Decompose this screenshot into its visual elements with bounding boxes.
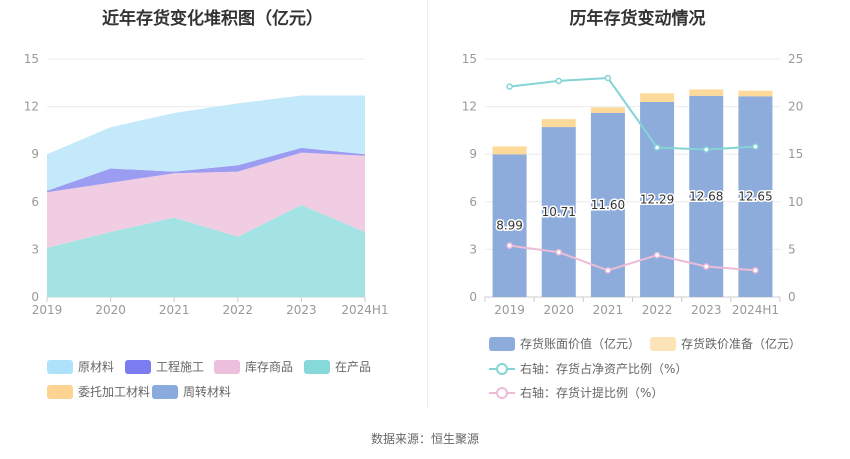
legend-swatch [47, 359, 73, 374]
right-y2-tick-label: 0 [788, 290, 796, 304]
legend-swatch [650, 336, 676, 351]
right-x-tick-label: 2023 [691, 303, 722, 317]
legend-label: 周转材料 [183, 385, 232, 399]
bar-impairment-provision [492, 146, 527, 155]
right-x-tick-label: 2019 [494, 303, 525, 317]
bar-value-label: 12.68 [689, 189, 723, 203]
legend-item-右轴：存货占净资产比例（%）[interactable]: 右轴：存货占净资产比例（%） [489, 360, 687, 377]
right-chart-title: 历年存货变动情况 [569, 9, 706, 29]
legend-item-在产品[interactable]: 在产品 [304, 358, 371, 375]
left-x-tick-label: 2023 [286, 303, 317, 317]
right-y-tick-label: 6 [469, 195, 477, 209]
left-x-tick-label: 2020 [95, 303, 126, 317]
bar-impairment-provision [640, 93, 675, 102]
area-series-库存商品 [47, 152, 365, 248]
legend-label: 库存商品 [245, 360, 294, 374]
right-y2-tick-label: 25 [788, 52, 803, 66]
legend-item-原材料[interactable]: 原材料 [47, 358, 114, 375]
legend-item-委托加工材料[interactable]: 委托加工材料 [47, 383, 150, 400]
bar-value-label: 12.29 [640, 192, 674, 206]
legend-item-存货账面价值（亿元）[interactable]: 存货账面价值（亿元） [489, 335, 640, 352]
legend-swatch [47, 384, 73, 399]
left-y-tick-label: 15 [24, 52, 39, 66]
area-series-原材料 [47, 95, 365, 191]
legend-label: 在产品 [335, 360, 372, 374]
bar-value-label: 10.71 [542, 205, 576, 219]
legend-item-存货跌价准备（亿元）[interactable]: 存货跌价准备（亿元） [650, 335, 801, 352]
bar-impairment-provision [590, 107, 625, 113]
legend-label: 右轴：存货占净资产比例（%） [520, 362, 688, 376]
line-point [653, 251, 661, 259]
legend-swatch [152, 384, 178, 399]
right-y2-tick-label: 15 [788, 147, 803, 161]
line-point [653, 144, 661, 151]
bar-value-label: 11.60 [591, 198, 625, 212]
left-y-tick-label: 0 [31, 290, 39, 304]
right-y-tick-label: 9 [469, 147, 477, 161]
line-point [506, 83, 513, 90]
left-x-tick-label: 2024H1 [341, 303, 388, 317]
data-source-note: 数据来源：恒生聚源 [370, 432, 479, 446]
legend-swatch [489, 336, 515, 351]
area-series-工程施工 [47, 147, 365, 193]
left-y-tick-label: 12 [24, 100, 39, 114]
line-point [555, 249, 562, 256]
left-x-tick-label: 2019 [32, 303, 63, 317]
legend-label: 右轴：存货计提比例（%） [520, 386, 664, 400]
right-x-tick-label: 2021 [593, 303, 624, 317]
bar-value-label: 12.65 [738, 190, 772, 204]
legend-item-库存商品[interactable]: 库存商品 [214, 358, 293, 375]
left-y-tick-label: 6 [31, 195, 39, 209]
right-y-tick-label: 15 [462, 52, 477, 66]
left-chart-title: 近年存货变化堆积图（亿元） [102, 9, 323, 29]
right-x-tick-label: 2024H1 [732, 303, 779, 317]
right-x-tick-label: 2020 [543, 303, 574, 317]
legend-item-右轴：存货计提比例（%）[interactable]: 右轴：存货计提比例（%） [489, 384, 663, 401]
legend-swatch [489, 362, 515, 376]
line-point [555, 77, 562, 85]
line-point [703, 263, 710, 270]
line-provision-ratio [509, 244, 756, 272]
right-y2-tick-label: 10 [788, 195, 803, 209]
left-y-tick-label: 9 [31, 147, 39, 161]
line-point [703, 146, 710, 153]
area-series-在产品 [47, 204, 365, 297]
left-x-tick-label: 2022 [223, 303, 254, 317]
legend-label: 工程施工 [156, 360, 205, 374]
bar-inventory-value [738, 96, 773, 297]
bar-inventory-value [640, 101, 675, 298]
right-y-tick-label: 12 [462, 100, 477, 114]
legend-label: 委托加工材料 [78, 385, 151, 399]
line-point [604, 267, 612, 274]
left-y-tick-label: 3 [31, 242, 39, 256]
line-point [506, 242, 513, 249]
bar-inventory-value [492, 154, 527, 297]
right-y-tick-label: 3 [469, 242, 477, 256]
bar-impairment-provision [738, 90, 773, 97]
legend-swatch [214, 359, 240, 374]
bar-value-label: 8.99 [496, 219, 523, 233]
bar-impairment-provision [541, 119, 576, 128]
line-point [752, 143, 759, 150]
line-point [604, 74, 612, 82]
left-x-tick-label: 2021 [159, 303, 190, 317]
legend-item-工程施工[interactable]: 工程施工 [125, 358, 204, 375]
panel-divider [427, 0, 428, 408]
legend-label: 存货跌价准备（亿元） [681, 337, 802, 351]
legend-item-周转材料[interactable]: 周转材料 [152, 383, 231, 400]
line-inventory-to-net-assets [509, 77, 756, 151]
bar-inventory-value [541, 127, 576, 298]
right-x-tick-label: 2022 [642, 303, 673, 317]
bar-impairment-provision [689, 89, 724, 96]
legend-swatch [125, 359, 151, 374]
legend-swatch [304, 359, 330, 374]
legend-swatch [489, 386, 515, 400]
legend-label: 存货账面价值（亿元） [520, 337, 641, 351]
right-y-tick-label: 0 [469, 290, 477, 304]
right-y2-tick-label: 20 [788, 100, 803, 114]
line-point [752, 267, 759, 274]
legend-label: 原材料 [78, 360, 115, 374]
right-y2-tick-label: 5 [788, 242, 796, 256]
